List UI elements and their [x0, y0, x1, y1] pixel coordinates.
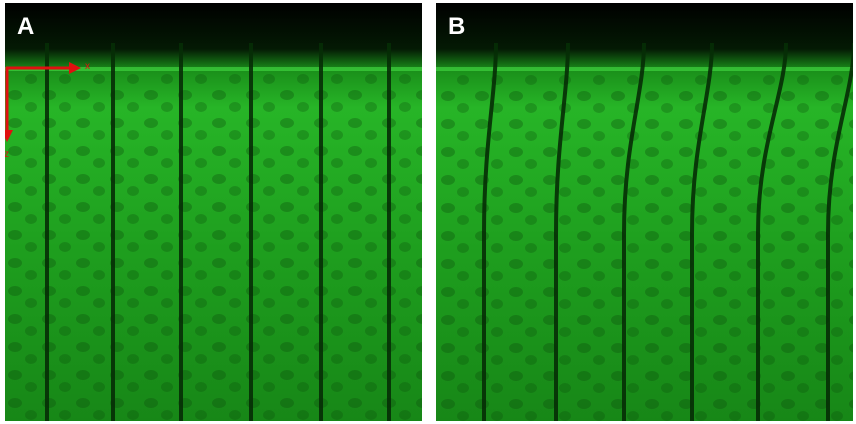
z-axis-label: z: [5, 149, 9, 160]
panel-a-label: A: [17, 13, 35, 40]
curved-line: [826, 42, 853, 421]
curved-line: [690, 42, 714, 421]
panel-b-image: B: [436, 3, 853, 421]
panel-a-image: A x z: [5, 3, 422, 421]
panel-b-micrograph: [436, 3, 853, 421]
panel-b-label: B: [448, 13, 466, 40]
curved-line: [622, 42, 646, 421]
axis-arrows: [5, 62, 81, 142]
x-axis-label: x: [85, 61, 90, 72]
curved-line: [554, 42, 570, 421]
panel-a-micrograph: [5, 3, 422, 421]
curved-line: [482, 42, 498, 421]
curved-line: [756, 42, 788, 421]
